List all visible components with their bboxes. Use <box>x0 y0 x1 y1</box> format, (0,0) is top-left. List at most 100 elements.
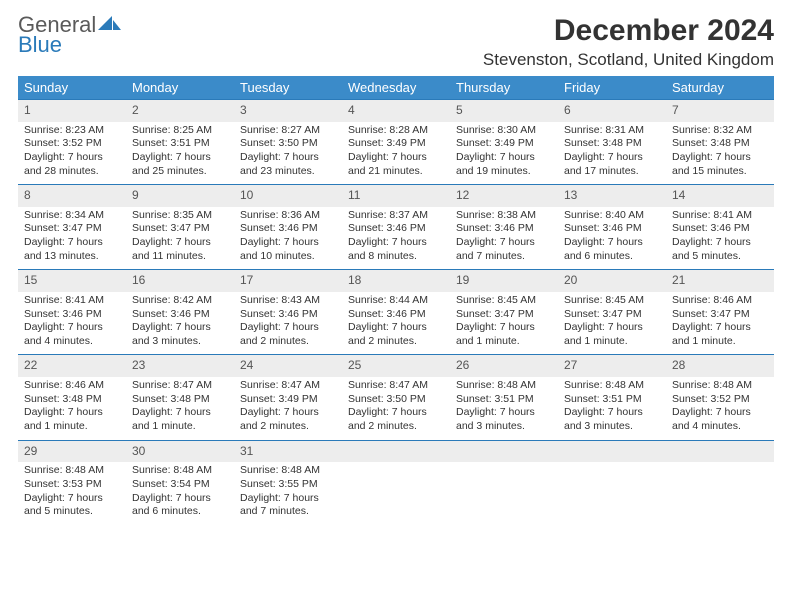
sunset-text: Sunset: 3:53 PM <box>24 478 120 492</box>
day-detail-cell: Sunrise: 8:31 AMSunset: 3:48 PMDaylight:… <box>558 122 666 185</box>
day-number-cell: 8 <box>18 185 126 207</box>
sunset-text: Sunset: 3:46 PM <box>456 222 552 236</box>
daylight-text: Daylight: 7 hours and 1 minute. <box>672 321 768 348</box>
day-detail-cell: Sunrise: 8:47 AMSunset: 3:50 PMDaylight:… <box>342 377 450 440</box>
day-detail-cell: Sunrise: 8:48 AMSunset: 3:52 PMDaylight:… <box>666 377 774 440</box>
daylight-text: Daylight: 7 hours and 7 minutes. <box>456 236 552 263</box>
sunrise-text: Sunrise: 8:34 AM <box>24 209 120 223</box>
sunrise-text: Sunrise: 8:38 AM <box>456 209 552 223</box>
sunrise-text: Sunrise: 8:42 AM <box>132 294 228 308</box>
sunset-text: Sunset: 3:47 PM <box>564 308 660 322</box>
sunrise-text: Sunrise: 8:41 AM <box>672 209 768 223</box>
sunset-text: Sunset: 3:49 PM <box>456 137 552 151</box>
daylight-text: Daylight: 7 hours and 10 minutes. <box>240 236 336 263</box>
sunrise-text: Sunrise: 8:47 AM <box>132 379 228 393</box>
day-detail-cell: Sunrise: 8:23 AMSunset: 3:52 PMDaylight:… <box>18 122 126 185</box>
day-detail-cell: Sunrise: 8:36 AMSunset: 3:46 PMDaylight:… <box>234 207 342 270</box>
sunrise-text: Sunrise: 8:48 AM <box>672 379 768 393</box>
sunrise-text: Sunrise: 8:31 AM <box>564 124 660 138</box>
sunrise-text: Sunrise: 8:37 AM <box>348 209 444 223</box>
sunrise-text: Sunrise: 8:45 AM <box>456 294 552 308</box>
day-number-cell: 9 <box>126 185 234 207</box>
day-number-row: 15161718192021 <box>18 270 774 292</box>
daylight-text: Daylight: 7 hours and 4 minutes. <box>672 406 768 433</box>
sunset-text: Sunset: 3:52 PM <box>24 137 120 151</box>
sunset-text: Sunset: 3:50 PM <box>240 137 336 151</box>
title-block: December 2024 Stevenston, Scotland, Unit… <box>483 14 774 70</box>
sunset-text: Sunset: 3:48 PM <box>564 137 660 151</box>
day-number-cell: 20 <box>558 270 666 292</box>
weekday-header: Wednesday <box>342 76 450 100</box>
sunrise-text: Sunrise: 8:40 AM <box>564 209 660 223</box>
daylight-text: Daylight: 7 hours and 25 minutes. <box>132 151 228 178</box>
day-detail-cell <box>558 462 666 525</box>
day-number-cell <box>558 440 666 462</box>
weekday-header-row: SundayMondayTuesdayWednesdayThursdayFrid… <box>18 76 774 100</box>
day-number-cell: 12 <box>450 185 558 207</box>
day-number-cell: 31 <box>234 440 342 462</box>
day-detail-cell <box>450 462 558 525</box>
sunset-text: Sunset: 3:47 PM <box>672 308 768 322</box>
sunset-text: Sunset: 3:47 PM <box>456 308 552 322</box>
sunrise-text: Sunrise: 8:35 AM <box>132 209 228 223</box>
day-number-cell <box>450 440 558 462</box>
sunrise-text: Sunrise: 8:36 AM <box>240 209 336 223</box>
sunset-text: Sunset: 3:51 PM <box>456 393 552 407</box>
day-number-cell: 27 <box>558 355 666 377</box>
daylight-text: Daylight: 7 hours and 1 minute. <box>564 321 660 348</box>
day-detail-row: Sunrise: 8:46 AMSunset: 3:48 PMDaylight:… <box>18 377 774 440</box>
sunrise-text: Sunrise: 8:47 AM <box>348 379 444 393</box>
day-number-cell: 15 <box>18 270 126 292</box>
logo-sail-icon <box>98 14 122 36</box>
day-detail-cell: Sunrise: 8:32 AMSunset: 3:48 PMDaylight:… <box>666 122 774 185</box>
day-number-cell: 22 <box>18 355 126 377</box>
day-number-cell: 21 <box>666 270 774 292</box>
sunset-text: Sunset: 3:46 PM <box>240 222 336 236</box>
day-number-cell: 2 <box>126 100 234 122</box>
sunset-text: Sunset: 3:46 PM <box>348 308 444 322</box>
day-detail-cell: Sunrise: 8:45 AMSunset: 3:47 PMDaylight:… <box>558 292 666 355</box>
day-number-cell: 24 <box>234 355 342 377</box>
day-detail-cell: Sunrise: 8:41 AMSunset: 3:46 PMDaylight:… <box>18 292 126 355</box>
weekday-header: Saturday <box>666 76 774 100</box>
weekday-header: Tuesday <box>234 76 342 100</box>
day-detail-cell <box>342 462 450 525</box>
day-number-cell: 17 <box>234 270 342 292</box>
sunset-text: Sunset: 3:47 PM <box>132 222 228 236</box>
day-detail-cell: Sunrise: 8:42 AMSunset: 3:46 PMDaylight:… <box>126 292 234 355</box>
daylight-text: Daylight: 7 hours and 6 minutes. <box>132 492 228 519</box>
day-detail-cell: Sunrise: 8:28 AMSunset: 3:49 PMDaylight:… <box>342 122 450 185</box>
day-number-cell: 10 <box>234 185 342 207</box>
day-detail-cell: Sunrise: 8:48 AMSunset: 3:51 PMDaylight:… <box>558 377 666 440</box>
day-detail-cell: Sunrise: 8:48 AMSunset: 3:54 PMDaylight:… <box>126 462 234 525</box>
day-detail-cell: Sunrise: 8:44 AMSunset: 3:46 PMDaylight:… <box>342 292 450 355</box>
daylight-text: Daylight: 7 hours and 19 minutes. <box>456 151 552 178</box>
page-header: General Blue December 2024 Stevenston, S… <box>18 14 774 70</box>
sunset-text: Sunset: 3:47 PM <box>24 222 120 236</box>
day-number-cell: 29 <box>18 440 126 462</box>
sunset-text: Sunset: 3:50 PM <box>348 393 444 407</box>
sunrise-text: Sunrise: 8:44 AM <box>348 294 444 308</box>
weekday-header: Friday <box>558 76 666 100</box>
logo-text-blue: Blue <box>18 34 62 56</box>
day-detail-row: Sunrise: 8:41 AMSunset: 3:46 PMDaylight:… <box>18 292 774 355</box>
day-detail-cell: Sunrise: 8:35 AMSunset: 3:47 PMDaylight:… <box>126 207 234 270</box>
daylight-text: Daylight: 7 hours and 2 minutes. <box>348 321 444 348</box>
sunset-text: Sunset: 3:51 PM <box>564 393 660 407</box>
sunrise-text: Sunrise: 8:30 AM <box>456 124 552 138</box>
sunrise-text: Sunrise: 8:48 AM <box>24 464 120 478</box>
sunrise-text: Sunrise: 8:32 AM <box>672 124 768 138</box>
day-detail-cell <box>666 462 774 525</box>
weekday-header: Sunday <box>18 76 126 100</box>
sunset-text: Sunset: 3:48 PM <box>24 393 120 407</box>
day-number-row: 22232425262728 <box>18 355 774 377</box>
sunrise-text: Sunrise: 8:48 AM <box>456 379 552 393</box>
daylight-text: Daylight: 7 hours and 2 minutes. <box>240 406 336 433</box>
day-detail-row: Sunrise: 8:48 AMSunset: 3:53 PM Daylight:… <box>18 462 774 525</box>
sunset-text: Sunset: 3:49 PM <box>240 393 336 407</box>
day-number-cell <box>342 440 450 462</box>
sunset-text: Sunset: 3:46 PM <box>672 222 768 236</box>
sunrise-text: Sunrise: 8:48 AM <box>564 379 660 393</box>
day-detail-cell: Sunrise: 8:34 AMSunset: 3:47 PMDaylight:… <box>18 207 126 270</box>
day-number-row: 293031 <box>18 440 774 462</box>
